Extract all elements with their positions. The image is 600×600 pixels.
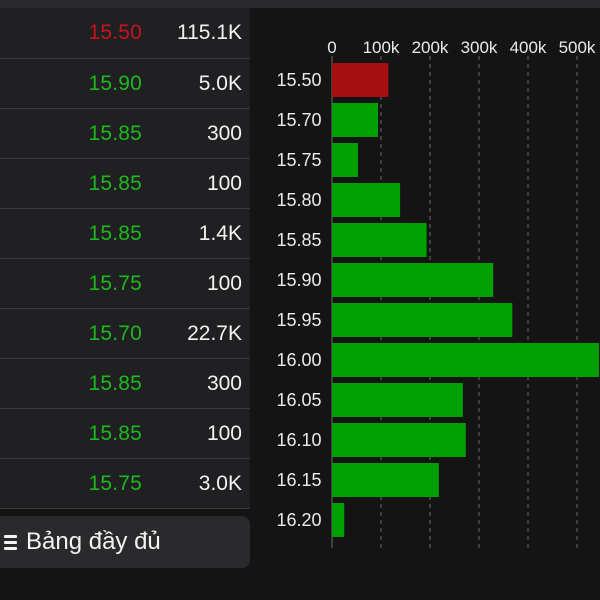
- price-level-label: 15.70: [276, 110, 321, 130]
- price-level-label: 15.50: [276, 70, 321, 90]
- volume-bar: [332, 183, 401, 217]
- volume-bar: [332, 343, 600, 377]
- volume-bar: [332, 463, 439, 497]
- price-level-label: 16.10: [276, 430, 321, 450]
- trade-volume: 100: [206, 171, 242, 195]
- menu-icon: [4, 535, 17, 550]
- trade-price: 15.85: [88, 421, 142, 445]
- trade-list: 15.50 115.1K 15.90 5.0K 15.85 300 15.85 100 15.8…: [0, 8, 250, 509]
- volume-bar: [332, 423, 466, 457]
- trade-volume: 1.4K: [198, 221, 242, 245]
- volume-bar: [332, 63, 389, 97]
- volume-bar: [332, 303, 513, 337]
- price-level-label: 16.20: [276, 510, 321, 530]
- trade-price: 15.70: [88, 321, 142, 345]
- trade-row: 15.85 100: [0, 409, 250, 459]
- volume-bar: [332, 263, 494, 297]
- trade-volume: 300: [206, 371, 242, 395]
- x-tick-label: 0: [327, 38, 336, 57]
- full-table-button-label: Bảng đầy đủ: [26, 528, 161, 555]
- price-level-label: 15.80: [276, 190, 321, 210]
- trade-volume: 22.7K: [187, 321, 242, 345]
- trade-volume: 5.0K: [198, 71, 242, 95]
- trade-price: 15.85: [88, 221, 142, 245]
- trade-row: 15.75 100: [0, 259, 250, 309]
- trade-row: 15.90 5.0K: [0, 59, 250, 109]
- price-level-label: 15.95: [276, 310, 321, 330]
- price-level-label: 15.75: [276, 150, 321, 170]
- trade-price: 15.85: [88, 371, 142, 395]
- price-level-label: 16.00: [276, 350, 321, 370]
- volume-bar: [332, 103, 379, 137]
- volume-by-price-chart: 0 100k 200k 300k 400k 500k 15.50 15.70 15.75 15.8…: [255, 8, 600, 600]
- trade-volume: 100: [206, 271, 242, 295]
- price-level-label: 16.05: [276, 390, 321, 410]
- chart-svg: 0 100k 200k 300k 400k 500k 15.50 15.70 15.75 15.8…: [276, 38, 600, 548]
- trade-price: 15.85: [88, 171, 142, 195]
- price-level-label: 16.15: [276, 470, 321, 490]
- trade-volume: 115.1K: [177, 21, 242, 44]
- trade-volume: 300: [206, 121, 242, 145]
- trade-price: 15.50: [88, 21, 142, 44]
- volume-bar: [332, 383, 463, 417]
- trade-row: 15.70 22.7K: [0, 309, 250, 359]
- trade-row: 15.85 300: [0, 109, 250, 159]
- volume-bar: [332, 503, 345, 537]
- top-strip: [0, 0, 600, 8]
- trade-row: 15.50 115.1K: [0, 8, 250, 59]
- price-level-label: 15.85: [276, 230, 321, 250]
- volume-bar: [332, 143, 358, 177]
- full-table-button[interactable]: Bảng đầy đủ: [0, 516, 250, 568]
- trade-price: 15.75: [88, 271, 142, 295]
- x-tick-label: 400k: [510, 38, 547, 57]
- trade-volume: 100: [206, 421, 242, 445]
- trade-row: 15.75 3.0K: [0, 459, 250, 509]
- trade-row: 15.85 1.4K: [0, 209, 250, 259]
- trade-row: 15.85 300: [0, 359, 250, 409]
- x-tick-label: 500k: [559, 38, 596, 57]
- volume-bar: [332, 223, 427, 257]
- trade-price: 15.75: [88, 471, 142, 495]
- price-level-label: 15.90: [276, 270, 321, 290]
- trade-volume: 3.0K: [198, 471, 242, 495]
- x-tick-label: 300k: [461, 38, 498, 57]
- trade-price: 15.85: [88, 121, 142, 145]
- trade-row: 15.85 100: [0, 159, 250, 209]
- trade-price: 15.90: [88, 71, 142, 95]
- x-tick-label: 200k: [412, 38, 449, 57]
- x-tick-label: 100k: [363, 38, 400, 57]
